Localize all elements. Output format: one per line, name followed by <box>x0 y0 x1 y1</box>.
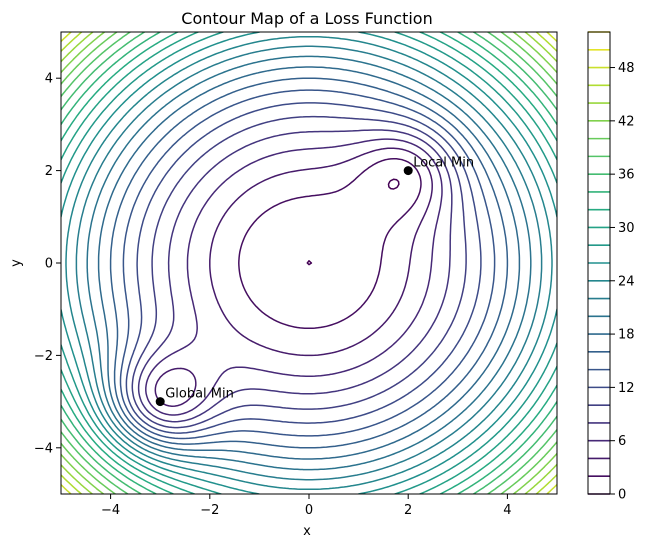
contour-level-44 <box>61 32 557 494</box>
colorbar-tick-label: 18 <box>618 328 635 343</box>
contour-level-24 <box>65 35 553 491</box>
colorbar-tick-label: 42 <box>618 114 635 129</box>
contour-level-16 <box>109 77 509 449</box>
x-tick-label: 2 <box>404 503 412 518</box>
y-tick-label: −2 <box>34 349 53 364</box>
colorbar-tick-label: 30 <box>618 221 635 236</box>
x-tick-label: 4 <box>503 503 511 518</box>
plot-frame <box>60 31 558 495</box>
contour-level-30 <box>61 32 557 494</box>
colorbar-tick-label: 12 <box>618 381 635 396</box>
y-axis: −4 −2 0 2 4 <box>34 72 61 456</box>
x-axis: −4 −2 0 2 4 <box>101 494 512 518</box>
contour-level-32 <box>61 32 557 494</box>
contour-level-28 <box>61 32 557 494</box>
contour-lines <box>61 32 557 494</box>
contour-level-20 <box>86 55 532 471</box>
contour-level-22 <box>75 45 543 481</box>
y-tick-label: 2 <box>45 164 53 179</box>
y-tick-label: 4 <box>45 72 53 87</box>
point-label: Global Min <box>165 387 234 402</box>
contour-level-0 <box>306 178 400 266</box>
x-tick-label: −4 <box>101 503 120 518</box>
contour-level-48 <box>61 32 557 494</box>
contour-level-46 <box>61 32 557 494</box>
point-marker <box>403 166 413 176</box>
x-tick-label: −2 <box>200 503 219 518</box>
point-markers: Local Min Global Min <box>155 156 474 407</box>
point-label: Local Min <box>413 156 474 171</box>
colorbar-tick-label: 24 <box>618 274 635 289</box>
chart-title: Contour Map of a Loss Function <box>181 9 432 28</box>
colorbar-tick-label: 36 <box>618 168 635 183</box>
contour-level-12 <box>125 102 482 434</box>
contour-level-42 <box>61 32 557 494</box>
y-tick-label: 0 <box>45 257 53 272</box>
colorbar-tick-label: 48 <box>618 61 635 76</box>
x-axis-label: x <box>303 524 311 539</box>
contour-level-38 <box>61 32 557 494</box>
colorbar-frame <box>587 31 611 495</box>
contour-level-18 <box>97 66 521 460</box>
y-axis-label: y <box>9 259 24 267</box>
contour-level-2 <box>238 157 422 330</box>
x-tick-label: 0 <box>305 503 313 518</box>
y-tick-label: −4 <box>34 441 53 456</box>
contour-level-10 <box>131 115 467 429</box>
colorbar-tick-label: 6 <box>618 434 626 449</box>
contour-level-40 <box>61 32 557 494</box>
contour-level-34 <box>61 32 557 494</box>
contour-level-36 <box>61 32 557 494</box>
colorbar-tick-label: 0 <box>618 488 626 503</box>
contour-level-50 <box>61 32 557 494</box>
contour-level-8 <box>137 129 453 423</box>
contour-level-14 <box>119 89 496 440</box>
point-marker <box>155 397 165 407</box>
contour-level-26 <box>61 32 557 494</box>
contour-level-4 <box>154 147 433 407</box>
contour-level-6 <box>145 138 443 416</box>
colorbar: 0 6 12 18 24 30 36 42 48 <box>587 31 635 503</box>
